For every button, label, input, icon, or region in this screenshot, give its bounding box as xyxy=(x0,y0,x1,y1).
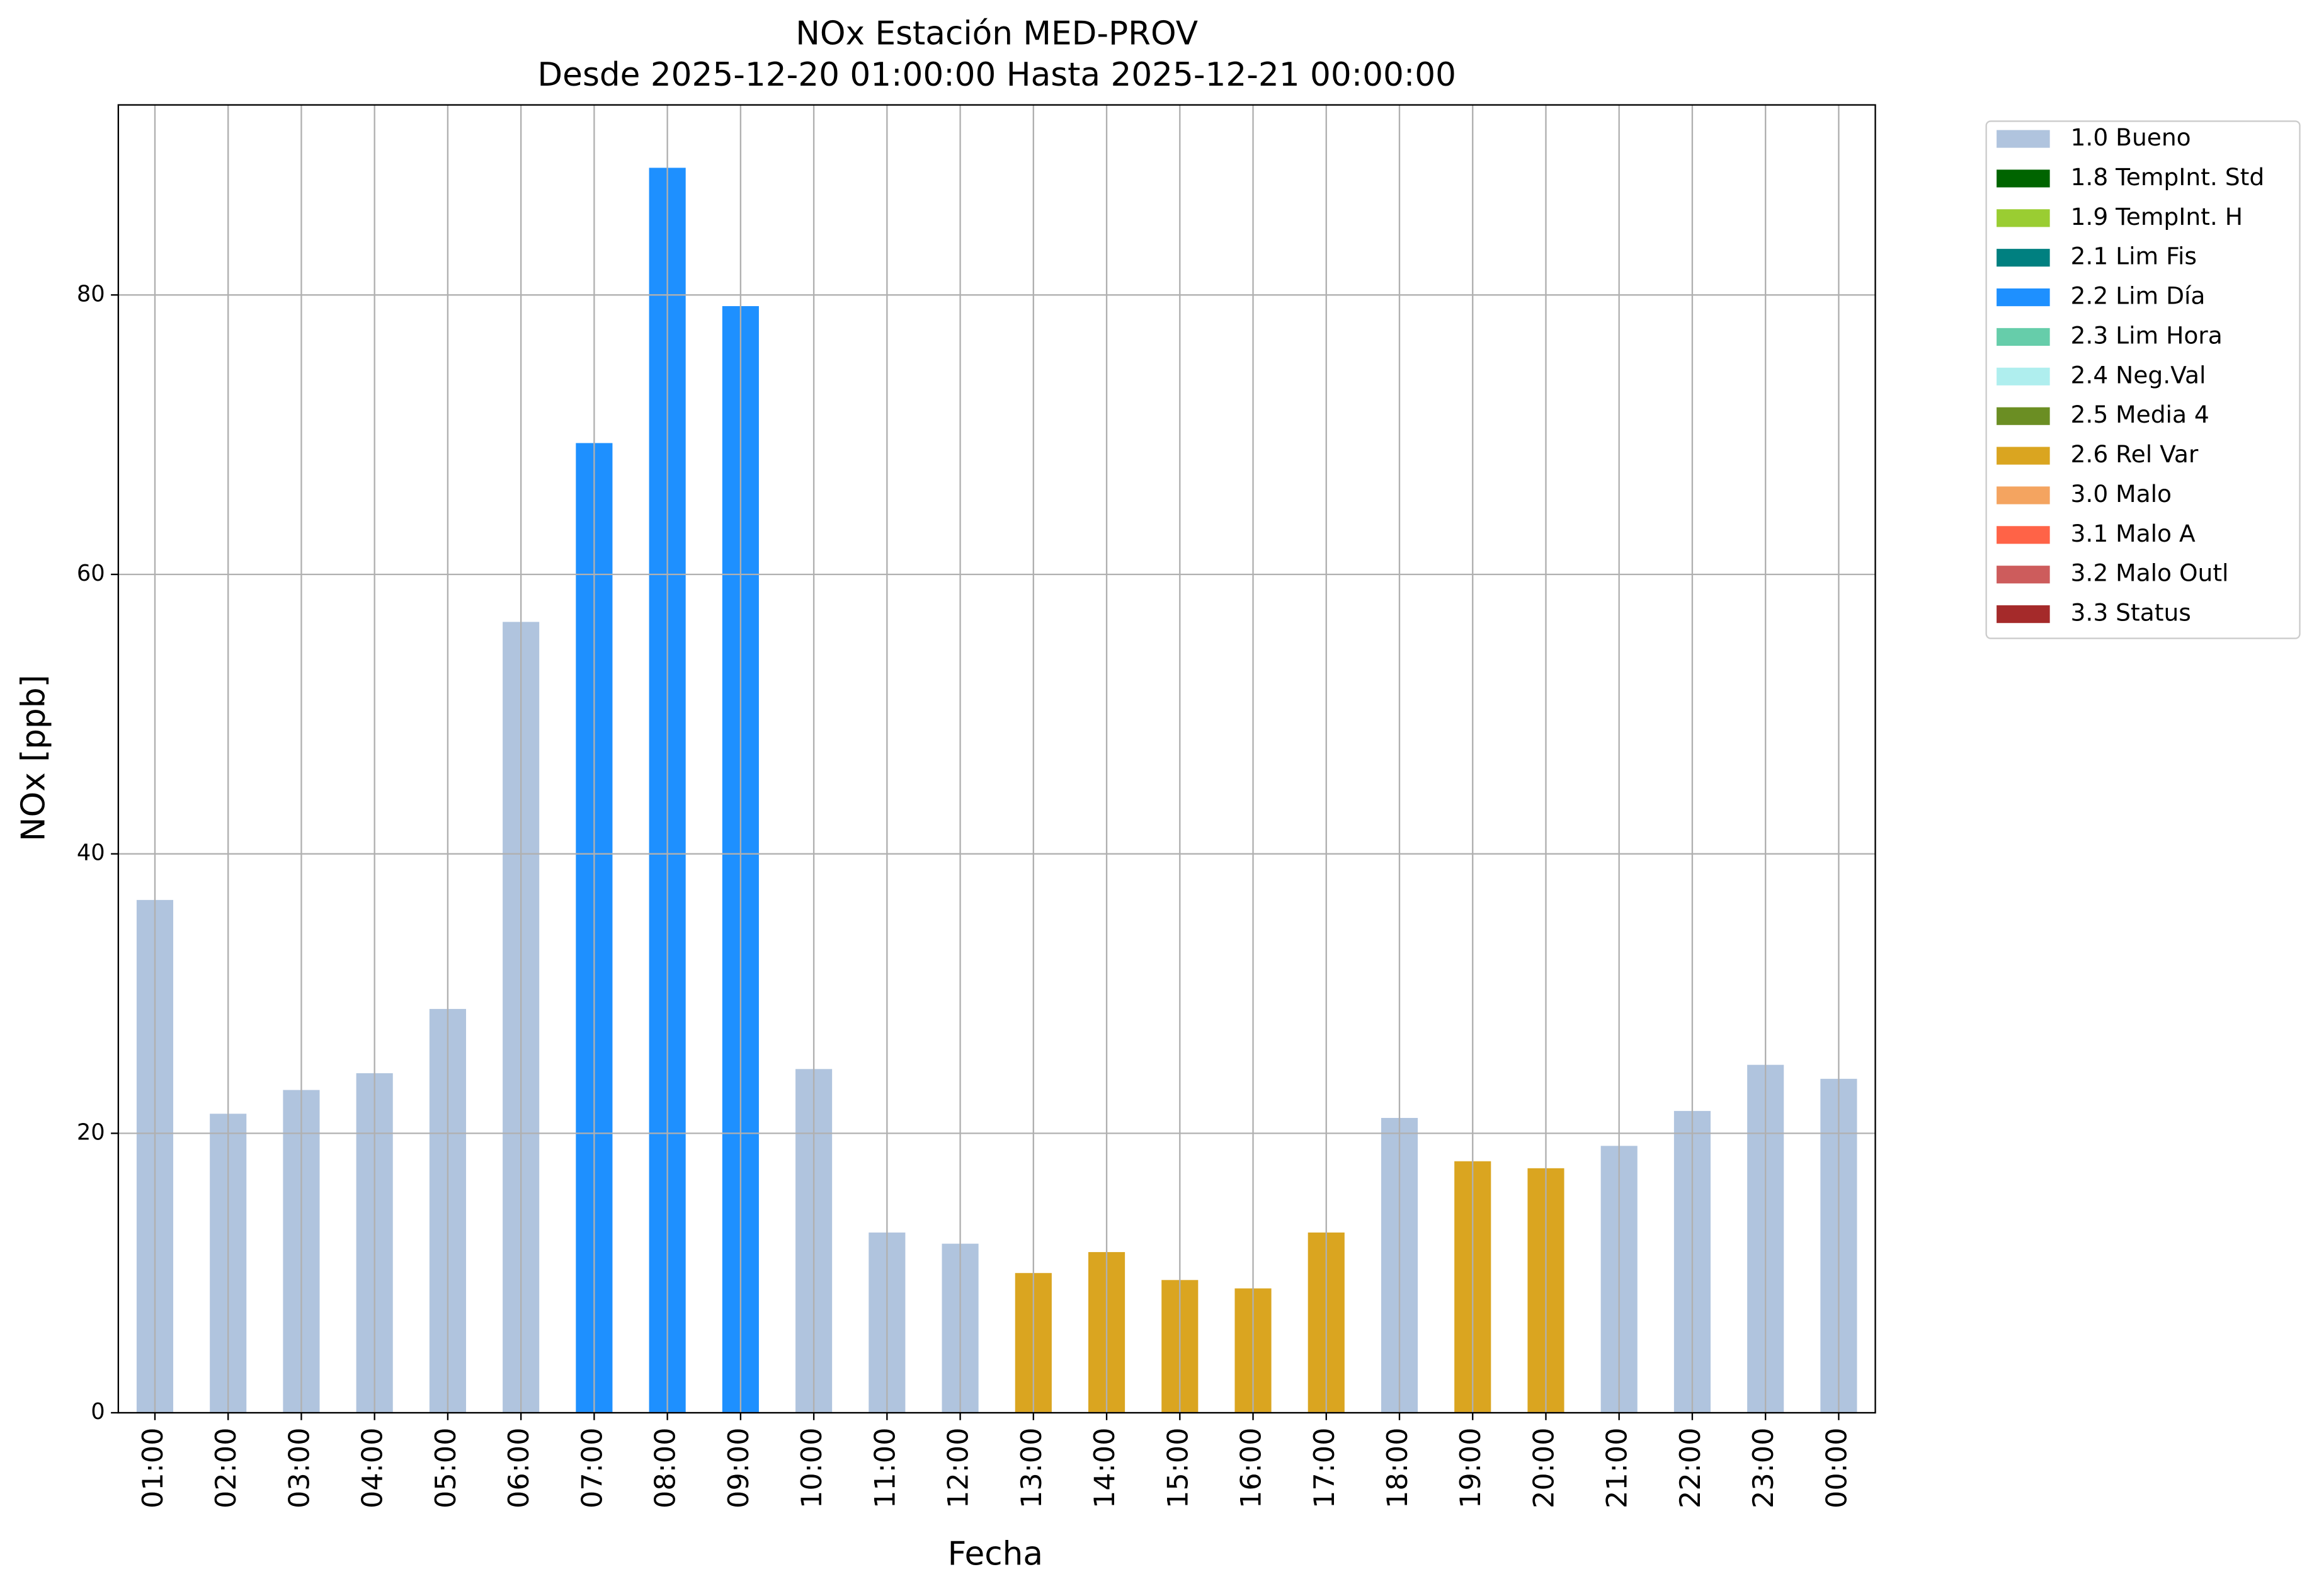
legend-swatch xyxy=(1997,367,2050,385)
legend-label: 1.8 TempInt. Std xyxy=(2071,163,2265,191)
x-tick-label: 06:00 xyxy=(503,1428,535,1508)
x-tick-label: 17:00 xyxy=(1308,1428,1341,1508)
x-axis-label: Fecha xyxy=(948,1536,1043,1573)
x-tick-label: 15:00 xyxy=(1161,1428,1194,1508)
y-tick-label: 20 xyxy=(77,1119,105,1145)
legend-label: 2.6 Rel Var xyxy=(2071,440,2199,468)
legend-label: 2.2 Lim Día xyxy=(2071,282,2206,310)
x-tick-label: 19:00 xyxy=(1454,1428,1487,1508)
chart-title: NOx Estación MED-PROV xyxy=(795,14,1198,52)
y-tick-label: 0 xyxy=(91,1399,105,1425)
legend-swatch xyxy=(1997,288,2050,307)
y-tick-label: 80 xyxy=(77,281,105,307)
legend-swatch xyxy=(1997,605,2050,624)
x-tick-label: 13:00 xyxy=(1015,1428,1048,1508)
x-tick-label: 14:00 xyxy=(1088,1428,1121,1508)
legend-swatch xyxy=(1997,130,2050,148)
x-tick-label: 21:00 xyxy=(1601,1428,1634,1508)
legend-swatch xyxy=(1997,526,2050,544)
legend-label: 3.2 Malo Outl xyxy=(2071,559,2229,587)
legend-label: 3.3 Status xyxy=(2071,599,2191,627)
legend-swatch xyxy=(1997,447,2050,465)
x-tick-label: 00:00 xyxy=(1820,1428,1853,1508)
x-tick-label: 09:00 xyxy=(722,1428,755,1508)
x-tick-label: 08:00 xyxy=(649,1428,682,1508)
legend-swatch xyxy=(1997,328,2050,346)
legend-label: 1.0 Bueno xyxy=(2071,123,2191,151)
x-tick-label: 10:00 xyxy=(795,1428,828,1508)
x-tick-label: 01:00 xyxy=(137,1428,169,1508)
y-tick-label: 60 xyxy=(77,561,105,586)
legend-swatch xyxy=(1997,566,2050,584)
x-tick-label: 18:00 xyxy=(1381,1428,1414,1508)
x-tick-label: 23:00 xyxy=(1747,1428,1780,1508)
x-tick-label: 05:00 xyxy=(430,1428,462,1508)
legend-swatch xyxy=(1997,209,2050,227)
legend-swatch xyxy=(1997,407,2050,425)
legend-label: 2.4 Neg.Val xyxy=(2071,361,2206,389)
x-tick-label: 02:00 xyxy=(210,1428,242,1508)
plot-frame xyxy=(117,104,1876,1414)
x-tick-label: 22:00 xyxy=(1674,1428,1707,1508)
legend-swatch xyxy=(1997,249,2050,267)
legend-frame xyxy=(1985,120,2301,639)
legend-swatch xyxy=(1997,169,2050,188)
x-tick-label: 16:00 xyxy=(1235,1428,1268,1508)
x-tick-label: 12:00 xyxy=(942,1428,975,1508)
x-tick-label: 11:00 xyxy=(869,1428,901,1508)
chart-subtitle: Desde 2025-12-20 01:00:00 Hasta 2025-12-… xyxy=(537,56,1456,94)
legend-swatch xyxy=(1997,486,2050,504)
y-tick-label: 40 xyxy=(77,840,105,866)
legend-label: 1.9 TempInt. H xyxy=(2071,203,2243,231)
legend-label: 2.1 Lim Fis xyxy=(2071,242,2197,270)
legend-label: 2.3 Lim Hora xyxy=(2071,321,2223,349)
y-axis-label: NOx [ppb] xyxy=(14,675,52,841)
x-tick-label: 03:00 xyxy=(283,1428,316,1508)
x-tick-label: 04:00 xyxy=(356,1428,389,1508)
legend-label: 3.1 Malo A xyxy=(2071,520,2196,547)
legend-label: 3.0 Malo xyxy=(2071,480,2172,508)
x-tick-label: 20:00 xyxy=(1527,1428,1560,1508)
legend-label: 2.5 Media 4 xyxy=(2071,401,2209,428)
x-tick-label: 07:00 xyxy=(576,1428,608,1508)
